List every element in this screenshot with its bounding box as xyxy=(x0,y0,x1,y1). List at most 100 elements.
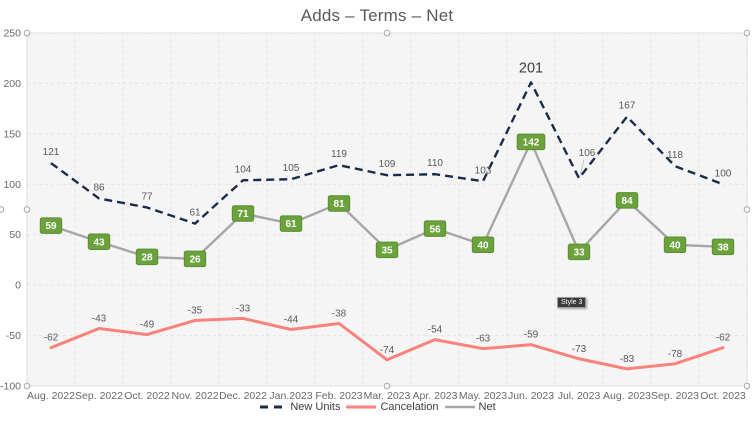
new-units-data-label: 86 xyxy=(93,182,105,193)
cancelation-data-label: -59 xyxy=(524,330,539,341)
cancelation-data-label: -73 xyxy=(572,344,587,355)
net-data-label-box xyxy=(87,233,111,251)
new-units-data-label: 110 xyxy=(427,158,443,169)
x-tick-label: Jul. 2023 xyxy=(558,390,601,402)
net-data-label-box xyxy=(516,133,546,151)
net-data-label: 28 xyxy=(141,253,153,264)
selection-handle[interactable] xyxy=(743,206,751,213)
net-data-label: 43 xyxy=(93,237,105,248)
net-data-label-box xyxy=(471,236,495,254)
selection-handle[interactable] xyxy=(23,382,31,390)
legend-item-net[interactable]: Net xyxy=(443,401,496,413)
legend-label-new-units: New Units xyxy=(290,401,341,413)
cancelation-data-label: -74 xyxy=(380,345,395,356)
x-tick-label: Mar. 2023 xyxy=(364,390,411,402)
x-tick-label: Apr. 2023 xyxy=(413,390,458,402)
y-tick-label: -50 xyxy=(6,330,21,342)
x-tick-label: May. 2023 xyxy=(459,390,507,402)
y-tick-label: 150 xyxy=(3,128,21,140)
y-tick-label: 50 xyxy=(9,229,21,241)
cancelation-data-label: -54 xyxy=(428,325,443,336)
net-data-label: 35 xyxy=(381,245,393,256)
new-units-data-label: 118 xyxy=(667,150,683,161)
net-data-label: 33 xyxy=(573,247,585,258)
cancelation-data-label: -78 xyxy=(668,349,683,360)
selection-handle[interactable] xyxy=(743,29,751,37)
net-data-label-box xyxy=(183,250,207,268)
cancelation-data-label: -63 xyxy=(476,334,491,345)
style-preview-tooltip: Style 3 xyxy=(557,297,587,308)
new-units-data-label: 106 xyxy=(579,148,596,159)
x-tick-label: Feb. 2023 xyxy=(315,390,362,402)
selection-handle[interactable] xyxy=(383,382,391,390)
net-data-label: 84 xyxy=(621,196,633,207)
net-data-label-box xyxy=(279,215,303,232)
net-data-label: 40 xyxy=(669,240,681,251)
x-tick-label: Oct. 2022 xyxy=(124,390,170,402)
net-data-label-box xyxy=(567,243,591,261)
net-data-label-box xyxy=(375,241,399,259)
net-data-label-box xyxy=(135,248,159,266)
cancelation-line-icon xyxy=(346,405,377,409)
x-tick-label: Aug. 2022 xyxy=(27,390,75,402)
cancelation-data-label: -38 xyxy=(332,308,347,319)
net-data-label: 71 xyxy=(237,209,249,220)
cancelation-data-label: -35 xyxy=(188,305,203,316)
cancelation-data-label: -83 xyxy=(620,354,635,365)
x-tick-label: Aug. 2023 xyxy=(603,390,651,402)
y-tick-label: 200 xyxy=(3,78,21,90)
data-label-leader-line xyxy=(579,159,585,177)
legend-label-net: Net xyxy=(478,401,496,413)
selection-handle[interactable] xyxy=(383,29,391,37)
new-units-data-label: 121 xyxy=(43,147,60,158)
new-units-data-label: 201 xyxy=(519,60,543,76)
new-units-data-label: 77 xyxy=(141,191,153,202)
net-data-label-box xyxy=(663,236,687,254)
net-data-label-box xyxy=(615,192,639,209)
y-tick-label: -100 xyxy=(0,381,21,393)
x-tick-label: Sep. 2023 xyxy=(651,390,699,402)
y-tick-label: 250 xyxy=(3,28,21,40)
selection-handle[interactable] xyxy=(23,206,31,213)
x-tick-label: Dec. 2022 xyxy=(219,390,267,402)
y-tick-label: 100 xyxy=(3,179,21,191)
new-units-data-label: 167 xyxy=(619,101,636,112)
new-units-data-label: 103 xyxy=(475,165,492,176)
legend: New Units Cancelation Net xyxy=(0,401,754,413)
selection-handle[interactable] xyxy=(743,382,751,390)
selection-handle[interactable] xyxy=(0,206,5,213)
new-units-dashed-line-icon xyxy=(260,405,287,409)
x-tick-label: Oct. 2023 xyxy=(700,390,746,402)
new-units-data-label: 105 xyxy=(283,163,300,174)
net-data-label: 40 xyxy=(477,240,489,251)
x-tick-label: Sep. 2022 xyxy=(75,390,123,402)
net-data-label: 59 xyxy=(45,221,57,232)
net-data-label-box xyxy=(711,238,735,256)
series-new-units-line[interactable] xyxy=(50,81,724,225)
new-units-data-label: 104 xyxy=(235,164,252,175)
net-data-label: 81 xyxy=(333,199,345,210)
new-units-data-label: 109 xyxy=(379,159,396,170)
net-data-label-box xyxy=(327,195,351,212)
legend-label-cancelation: Cancelation xyxy=(380,401,439,413)
legend-item-cancelation[interactable]: Cancelation xyxy=(344,401,439,413)
x-tick-label: Jan.2023 xyxy=(269,390,312,402)
net-data-label-box xyxy=(423,220,447,237)
net-data-label-box xyxy=(231,205,255,222)
net-data-label: 38 xyxy=(717,242,729,253)
y-tick-label: 0 xyxy=(15,280,21,292)
net-data-label: 61 xyxy=(285,219,297,230)
selection-handle[interactable] xyxy=(23,29,31,37)
net-data-label: 56 xyxy=(429,224,441,235)
series-cancelation-line[interactable] xyxy=(49,316,725,371)
cancelation-data-label: -43 xyxy=(92,314,107,325)
cancelation-data-label: -33 xyxy=(236,303,251,314)
x-tick-label: Jun. 2023 xyxy=(508,390,554,402)
new-units-data-label: 119 xyxy=(331,149,347,160)
legend-item-new-units[interactable]: New Units xyxy=(258,401,340,413)
cancelation-data-label: -62 xyxy=(44,333,59,344)
net-data-label: 142 xyxy=(523,138,540,149)
chart-title[interactable]: Adds – Terms – Net xyxy=(300,6,454,25)
